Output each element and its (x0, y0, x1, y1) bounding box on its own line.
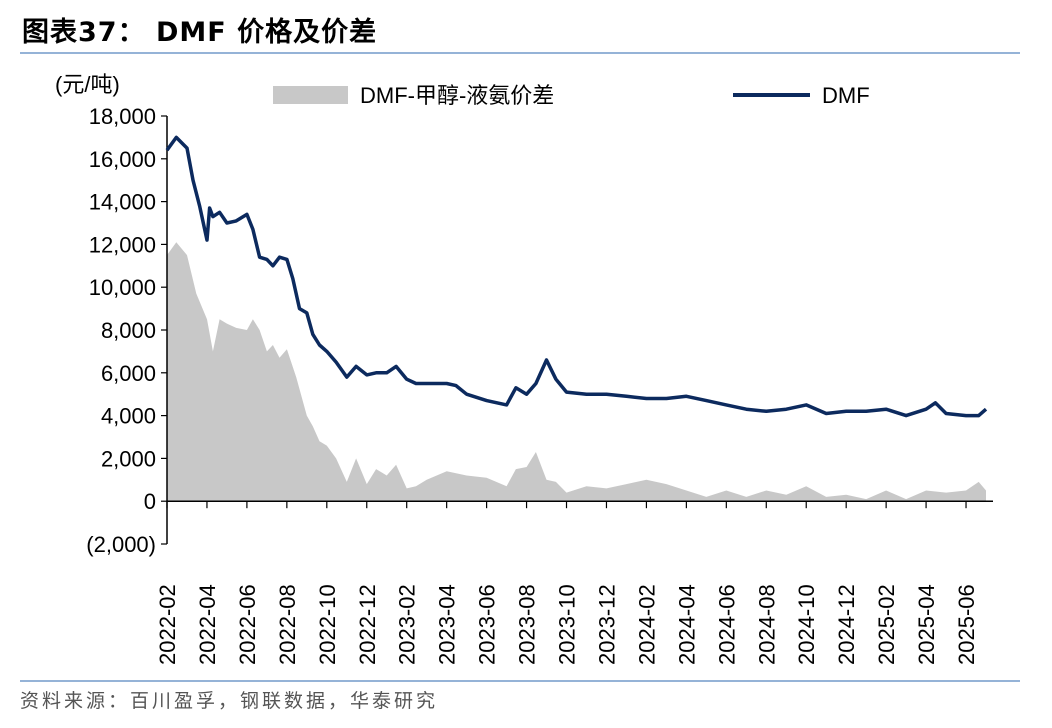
legend-spread-swatch (273, 86, 348, 104)
chart-legend: DMF-甲醇-液氨价差 DMF (273, 83, 870, 108)
x-tick-label: 2023-12 (594, 584, 619, 665)
x-tick-label: 2022-08 (275, 584, 300, 665)
y-tick-label: 16,000 (89, 147, 156, 172)
spread-area (167, 242, 986, 502)
bottom-divider (20, 680, 1020, 682)
legend-spread-label: DMF-甲醇-液氨价差 (360, 83, 554, 108)
y-tick-label: 4,000 (101, 404, 156, 429)
x-tick-label: 2023-08 (515, 584, 540, 665)
x-tick-label: 2023-06 (475, 584, 500, 665)
x-tick-label: 2024-08 (754, 584, 779, 665)
y-tick-label: 0 (144, 489, 156, 514)
y-tick-label: 2,000 (101, 446, 156, 471)
figure-title: 图表37： DMF 价格及价差 (22, 17, 378, 48)
x-tick-label: 2024-02 (634, 584, 659, 665)
x-tick-label: 2023-10 (555, 584, 580, 665)
y-tick-label: 14,000 (89, 190, 156, 215)
x-tick-label: 2023-04 (435, 584, 460, 665)
dmf-price-line (165, 135, 988, 418)
x-tick-label: 2022-10 (315, 584, 340, 665)
legend-dmf-label: DMF (822, 83, 870, 108)
x-tick-label: 2022-04 (195, 584, 220, 665)
x-tick-label: 2022-12 (355, 584, 380, 665)
y-tick-label: (2,000) (86, 532, 156, 557)
y-tick-label: 8,000 (101, 318, 156, 343)
source-note: 资料来源：百川盈孚，钢联数据，华泰研究 (20, 690, 439, 712)
x-tick-label: 2022-06 (235, 584, 260, 665)
x-tick-label: 2025-04 (914, 584, 939, 665)
x-tick-label: 2025-02 (874, 584, 899, 665)
x-tick-label: 2024-04 (674, 584, 699, 665)
x-tick-label: 2022-02 (155, 584, 180, 665)
x-tick-label: 2025-06 (954, 584, 979, 665)
dmf-price-chart: (元/吨) DMF-甲醇-液氨价差 DMF (2,000) 0 2,000 4,000… (55, 72, 993, 665)
top-divider (20, 52, 1020, 54)
y-tick-label: 6,000 (101, 361, 156, 386)
x-tick-label: 2024-12 (834, 584, 859, 665)
y-axis-unit-label: (元/吨) (55, 72, 120, 97)
y-tick-label: 12,000 (89, 232, 156, 257)
x-tick-label: 2024-10 (794, 584, 819, 665)
y-tick-label: 10,000 (89, 275, 156, 300)
x-tick-label: 2024-06 (714, 584, 739, 665)
y-tick-label: 18,000 (89, 104, 156, 129)
x-tick-label: 2023-02 (395, 584, 420, 665)
plot-area: (2,000) 0 2,000 4,000 6,000 8,000 10,000 12,000… (86, 104, 993, 665)
